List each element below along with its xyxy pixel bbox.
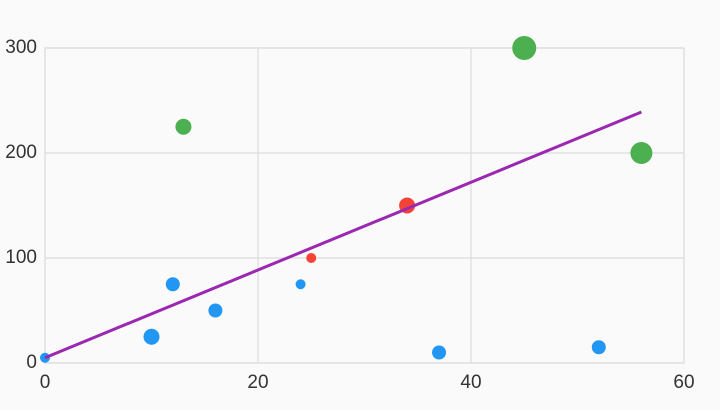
bubble [165, 277, 180, 292]
trend-line [44, 110, 642, 360]
bubble [591, 340, 606, 355]
x-tick-label: 0 [40, 372, 51, 393]
bubble [630, 142, 653, 164]
bubble [512, 36, 537, 60]
y-tick-label: 300 [5, 37, 37, 58]
x-tick-label: 60 [673, 372, 694, 393]
x-tick-label: 40 [460, 372, 481, 393]
bubble [143, 328, 160, 345]
y-tick-label: 200 [5, 142, 37, 163]
bubble [295, 279, 306, 290]
plot-area [44, 47, 685, 364]
x-tick-label: 20 [247, 372, 268, 393]
bubble [432, 345, 447, 360]
y-tick-label: 0 [26, 352, 37, 373]
y-tick-label: 100 [5, 247, 37, 268]
bubble [306, 253, 317, 263]
bubble [208, 303, 223, 318]
bubble [175, 118, 192, 135]
